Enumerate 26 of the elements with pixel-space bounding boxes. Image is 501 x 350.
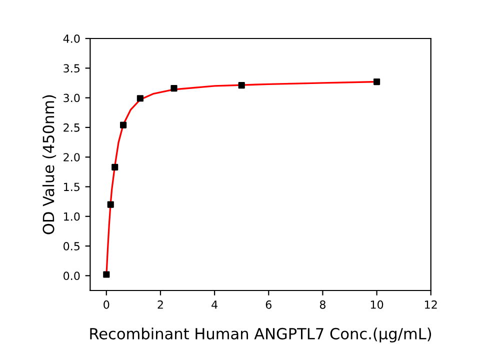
y-tick-label: 0.0 bbox=[64, 272, 80, 280]
point bbox=[112, 164, 118, 170]
point bbox=[107, 201, 114, 208]
point bbox=[103, 271, 110, 278]
x-tick-label: 12 bbox=[425, 300, 437, 309]
point bbox=[136, 95, 144, 102]
y-tick-label: 1.5 bbox=[64, 182, 80, 192]
x-axis-title: Recombinant Human ANGPTL7 Conc.(μg/mL) bbox=[90, 328, 432, 342]
y-tick-label: 2.0 bbox=[64, 153, 80, 162]
point bbox=[373, 78, 380, 86]
x-tick-label: 4 bbox=[212, 300, 218, 309]
point bbox=[120, 122, 127, 128]
y-tick-label: 3.5 bbox=[64, 64, 80, 73]
x-tick-label: 2 bbox=[158, 300, 163, 309]
point bbox=[238, 82, 245, 89]
y-tick-label: 0.5 bbox=[64, 242, 80, 250]
y-tick-label: 4.0 bbox=[63, 34, 80, 43]
x-tick-label: 0 bbox=[104, 300, 110, 309]
y-axis-title: OD Value (450nm) bbox=[42, 95, 56, 234]
x-tick-label: 8 bbox=[320, 300, 326, 309]
point bbox=[170, 85, 178, 92]
x-tick-label: 10 bbox=[370, 300, 384, 309]
y-tick-label: 3.0 bbox=[64, 94, 80, 102]
x-tick-label: 6 bbox=[266, 300, 272, 309]
y-tick-label: 1.0 bbox=[64, 212, 80, 221]
y-tick-label: 2.5 bbox=[64, 123, 80, 132]
